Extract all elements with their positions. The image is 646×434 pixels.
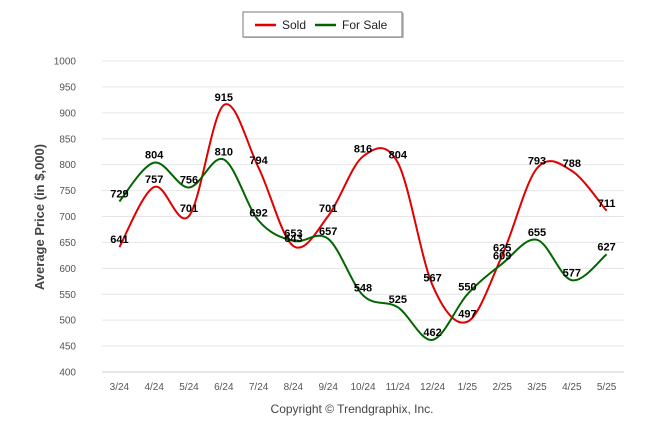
x-tick-label: 5/24 [179,382,199,393]
data-label-sold: 788 [563,158,581,170]
data-label-sold: 793 [528,155,546,167]
data-label-for-sale: 756 [180,174,198,186]
y-tick-label: 550 [59,290,76,301]
data-label-sold: 701 [319,203,337,215]
data-label-sold: 641 [110,234,128,246]
data-label-for-sale: 810 [215,146,233,158]
data-label-sold: 816 [354,143,372,155]
y-tick-label: 450 [59,342,76,353]
data-label-for-sale: 609 [493,251,511,263]
y-tick-label: 800 [59,160,76,171]
data-label-for-sale: 653 [284,228,302,240]
x-tick-label: 1/25 [458,382,478,393]
series-lines [118,103,608,341]
y-tick-label: 700 [59,212,76,223]
data-label-for-sale: 692 [249,208,267,220]
x-tick-label: 9/24 [318,382,338,393]
legend-label-for-sale: For Sale [342,18,388,32]
legend-label-sold: Sold [282,18,306,32]
x-tick-label: 5/25 [597,382,617,393]
data-label-sold: 757 [145,174,163,186]
series-line-for-sale [118,158,608,341]
x-tick-label: 4/25 [562,382,582,393]
y-axis-label: Average Price (in $,000) [32,144,47,290]
x-tick-label: 2/25 [492,382,512,393]
data-label-sold: 804 [389,150,408,162]
y-tick-label: 750 [59,186,76,197]
grid [102,60,624,373]
y-tick-label: 500 [59,316,76,327]
x-tick-label: 11/24 [386,382,411,393]
data-label-for-sale: 525 [389,294,407,306]
data-label-for-sale: 462 [423,327,441,339]
y-tick-label: 900 [59,108,76,119]
legend: Sold For Sale [242,11,404,38]
y-tick-label: 600 [59,264,76,275]
data-label-sold: 497 [458,309,476,321]
data-label-sold: 567 [423,272,441,284]
data-label-for-sale: 729 [110,188,128,200]
data-label-sold: 711 [598,198,616,210]
data-label-for-sale: 548 [354,282,372,294]
data-labels: 641 757 701 915 794 643 701 816 804 567 497 625 793 7… [110,92,616,339]
copyright-footer: Copyright © Trendgraphix, Inc. [271,402,434,416]
data-label-sold: 915 [215,92,233,104]
y-tick-label: 1000 [54,57,77,68]
data-label-for-sale: 577 [563,267,581,279]
data-label-sold: 701 [180,203,198,215]
x-axis-ticks: 3/24 4/24 5/24 6/24 7/24 8/24 9/24 10/24 11/24 12… [110,382,617,393]
x-tick-label: 7/24 [249,382,269,393]
data-label-for-sale: 655 [528,227,546,239]
y-axis-ticks: 400 450 500 550 600 650 700 750 800 850 900 950 1000 [54,57,77,379]
x-tick-label: 10/24 [350,382,375,393]
x-tick-label: 12/24 [420,382,445,393]
y-tick-label: 950 [59,82,76,93]
data-label-sold: 625 [493,242,511,254]
data-label-sold: 643 [284,233,302,245]
x-tick-label: 3/24 [110,382,130,393]
y-tick-label: 850 [59,134,76,145]
x-tick-label: 8/24 [284,382,304,393]
x-tick-label: 6/24 [214,382,234,393]
x-tick-label: 3/25 [527,382,547,393]
data-label-for-sale: 657 [319,226,337,238]
data-label-for-sale: 804 [145,150,164,162]
x-tick-label: 4/24 [144,382,164,393]
data-label-for-sale: 550 [458,281,476,293]
data-label-sold: 794 [249,155,268,167]
y-tick-label: 400 [59,368,76,379]
y-tick-label: 650 [59,238,76,249]
data-label-for-sale: 627 [597,241,615,253]
series-line-sold [118,103,608,324]
